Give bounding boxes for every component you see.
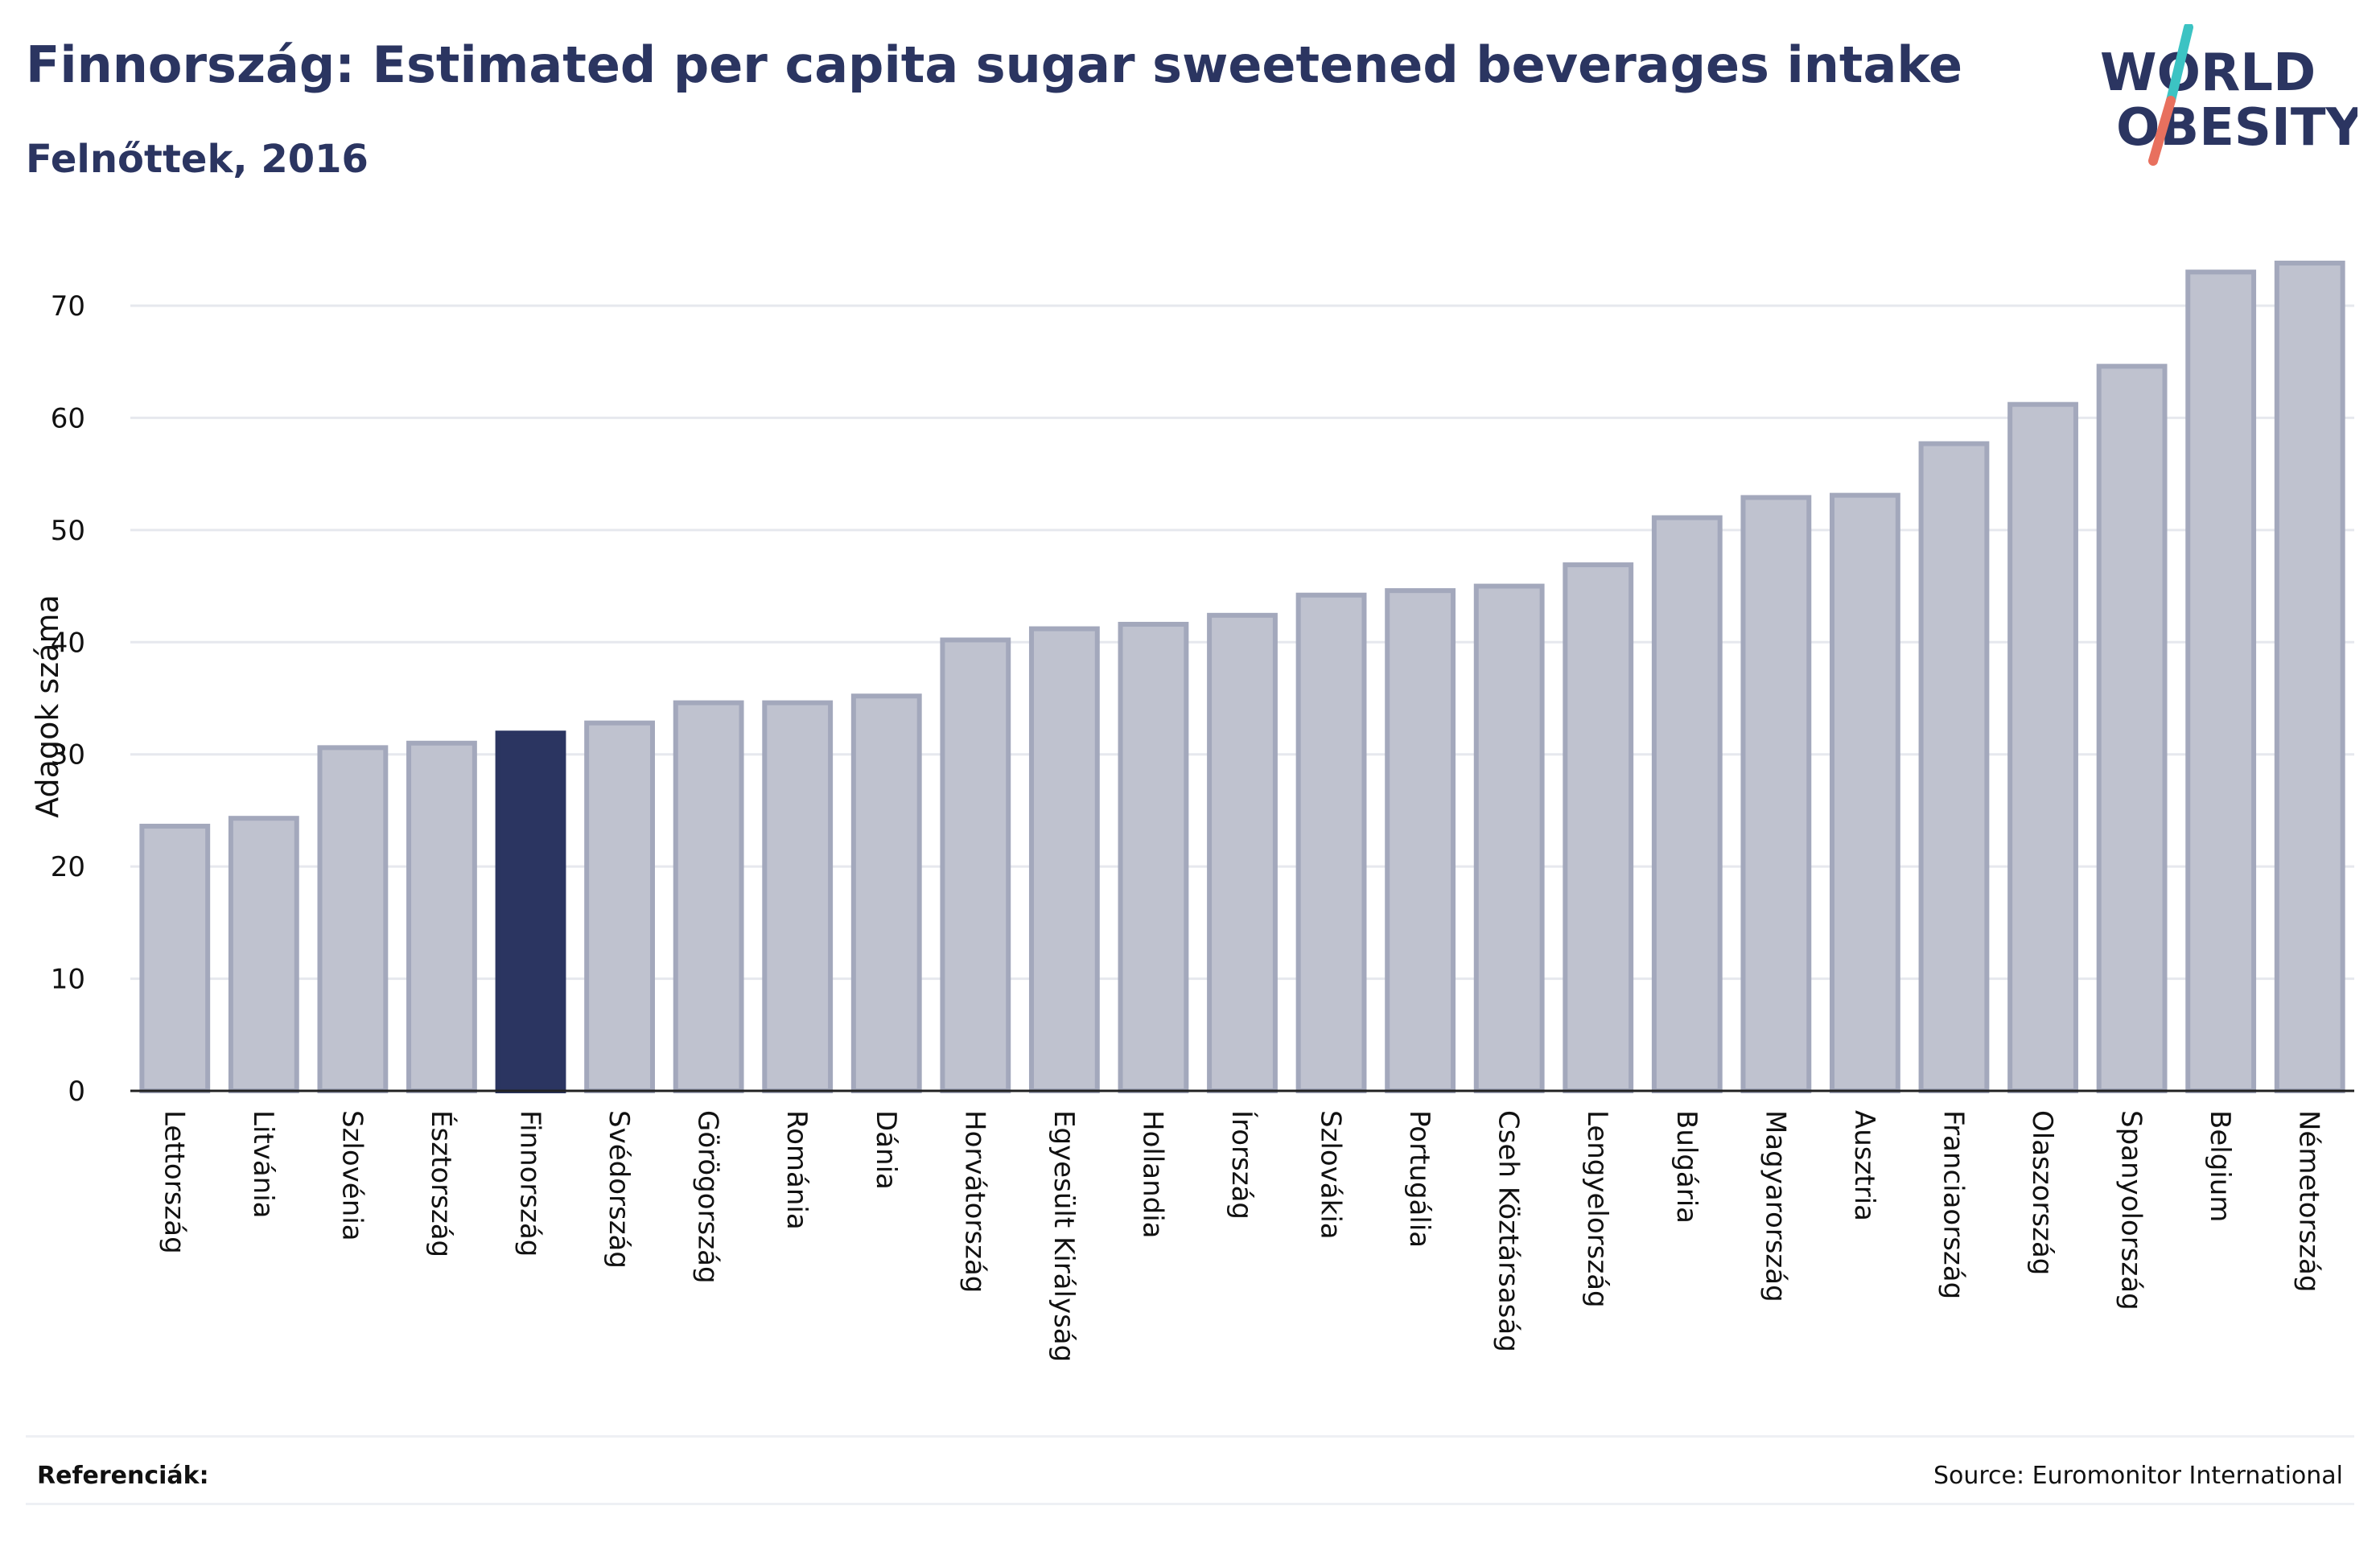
x-tick-label: Írország: [1225, 1110, 1258, 1220]
x-tick-label: Magyarország: [1759, 1110, 1791, 1302]
bar: [1473, 583, 1545, 1093]
x-tick-label: Bulgária: [1670, 1110, 1703, 1224]
y-tick-label: 60: [51, 402, 85, 434]
x-tick-label: Lettország: [158, 1110, 190, 1254]
page-title: Finnország: Estimated per capita sugar s…: [26, 35, 1963, 94]
y-axis-label: Adagok száma: [30, 595, 65, 818]
x-tick-label: Szlovákia: [1315, 1110, 1347, 1240]
bar: [2007, 401, 2078, 1093]
bar: [850, 693, 922, 1093]
world-obesity-logo: WORLD OBESITY: [2092, 23, 2363, 169]
bar: [584, 720, 655, 1093]
x-tick-label: Hollandia: [1136, 1110, 1168, 1239]
bar: [1563, 562, 1634, 1093]
logo-slash-top: [2166, 23, 2193, 105]
bar: [2274, 261, 2345, 1094]
x-tick-label: Egyesült Királyság: [1048, 1110, 1080, 1362]
footer-divider-bottom: [26, 1503, 2354, 1505]
bar: [1118, 621, 1189, 1093]
footer-divider-top: [26, 1435, 2354, 1438]
bar: [406, 740, 477, 1093]
bar: [1830, 492, 1900, 1093]
bar: [139, 823, 211, 1094]
bar: [762, 700, 834, 1093]
y-tick-label: 40: [51, 627, 85, 659]
bar: [1028, 626, 1100, 1093]
y-tick-label: 0: [68, 1076, 85, 1108]
x-tick-label: Spanyolország: [2115, 1110, 2147, 1310]
bar: [1918, 441, 1990, 1093]
x-tick-label: Románia: [780, 1110, 813, 1230]
y-tick-label: 50: [51, 515, 85, 547]
bar: [228, 816, 299, 1094]
bar: [1295, 592, 1367, 1093]
bar: [1740, 495, 1812, 1093]
bar-chart: 0 10 20 30 40 50 60 70 Adagok száma Lettország Lit…: [30, 261, 2354, 1362]
logo-slash-bottom: [2148, 96, 2176, 166]
logo-line1: WORLD: [2100, 43, 2316, 103]
y-tick-label: 30: [51, 739, 85, 771]
x-tick-label: Ausztria: [1848, 1110, 1880, 1221]
x-tick-label: Belgium: [2204, 1110, 2236, 1222]
bar: [317, 745, 389, 1093]
bar: [1385, 588, 1456, 1093]
bar: [1207, 612, 1278, 1093]
x-tick-label: Szlovénia: [336, 1110, 368, 1241]
source-text: Source: Euromonitor International: [1933, 1462, 2343, 1490]
bar: [2096, 364, 2168, 1093]
bar: [940, 637, 1011, 1093]
bar: [673, 700, 744, 1093]
y-tick-label: 10: [51, 964, 85, 996]
bar: [1651, 515, 1723, 1093]
x-tick-label: Cseh Köztársaság: [1493, 1110, 1525, 1352]
bar: [2185, 269, 2257, 1093]
x-tick-label: Dánia: [870, 1110, 902, 1190]
y-tick-label: 70: [51, 290, 85, 323]
y-tick-label: 20: [51, 851, 85, 883]
x-tick-label: Finnország: [514, 1110, 546, 1257]
bar: [495, 730, 566, 1093]
x-tick-label: Svédország: [603, 1110, 635, 1269]
page-subtitle: Felnőttek, 2016: [26, 137, 369, 182]
x-tick-label: Görögország: [692, 1110, 724, 1284]
x-tick-label: Lengyelország: [1581, 1110, 1613, 1308]
x-tick-label: Litvánia: [247, 1110, 279, 1219]
x-tick-label: Észtország: [425, 1110, 458, 1257]
x-tick-label: Franciaország: [1937, 1110, 1969, 1299]
references-label: Referenciák:: [37, 1462, 209, 1490]
x-tick-label: Németország: [2293, 1110, 2325, 1292]
x-tick-label: Portugália: [1403, 1110, 1435, 1248]
x-tick-label: Horvátország: [958, 1110, 990, 1293]
x-tick-label: Olaszország: [2026, 1110, 2058, 1275]
